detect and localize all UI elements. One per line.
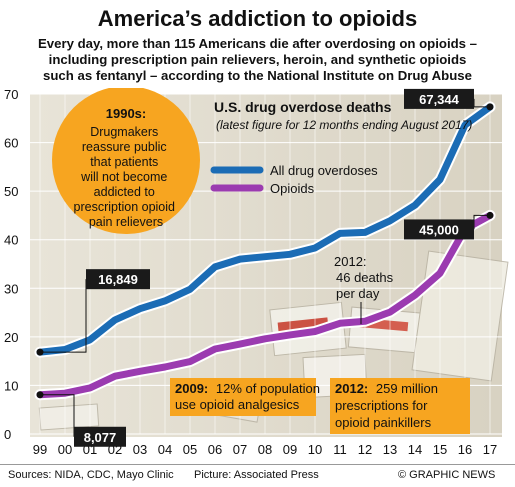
- annotation-1990s-line: addicted to: [94, 185, 155, 199]
- page-subtitle: Every day, more than 115 Americans die a…: [8, 36, 507, 84]
- annotation-2012-line: 2012:: [334, 254, 367, 269]
- x-tick-label: 13: [383, 442, 397, 457]
- annotation-2012-prescriptions: 2012: 259 million prescriptions for opio…: [330, 378, 470, 434]
- x-tick-label: 00: [58, 442, 72, 457]
- x-tick-label: 04: [158, 442, 172, 457]
- subtitle-line: such as fentanyl – according to the Nati…: [43, 68, 472, 83]
- page-title: America’s addiction to opioids: [97, 6, 418, 31]
- chart-subtitle: (latest figure for 12 months ending Augu…: [216, 118, 472, 132]
- annotation-2012-line: 46 deaths: [336, 270, 394, 285]
- x-tick-label: 12: [358, 442, 372, 457]
- x-tick-label: 08: [258, 442, 272, 457]
- annotation-2009-line: 12% of population: [216, 381, 320, 396]
- x-tick-label: 06: [208, 442, 222, 457]
- annotation-1990s-line: that patients: [90, 155, 158, 169]
- annotation-2012-line: per day: [336, 286, 380, 301]
- x-tick-label: 05: [183, 442, 197, 457]
- y-tick-label: 60: [4, 136, 18, 151]
- y-tick-label: 10: [4, 378, 18, 393]
- point-label: 8,077: [84, 430, 117, 445]
- footer: Sources: NIDA, CDC, Mayo Clinic Picture:…: [0, 464, 515, 487]
- x-tick-label: 99: [33, 442, 47, 457]
- legend-label-opioids: Opioids: [270, 181, 315, 196]
- svg-text:2012: 46 deaths: 2012: 46 deaths per day: [334, 254, 397, 301]
- x-tick-label: 10: [308, 442, 322, 457]
- y-tick-label: 20: [4, 330, 18, 345]
- series-line-opioids: [36, 211, 494, 399]
- y-axis: 0 10 20 30 40 50 60 70: [4, 87, 18, 442]
- annotation-1990s-line: pain relievers: [89, 215, 163, 229]
- series-lines: [34, 101, 496, 401]
- x-tick-label: 03: [133, 442, 147, 457]
- chart-title: U.S. drug overdose deaths: [214, 99, 392, 115]
- x-tick-label: 11: [333, 442, 347, 457]
- series-line-all-overdoses: [36, 103, 494, 356]
- svg-text:2009: 12% of populatio: 2009: 12% of population use opioid analg…: [175, 381, 324, 412]
- annotation-2012-deaths: 2012: 46 deaths per day: [334, 254, 397, 324]
- x-tick-label: 14: [408, 442, 422, 457]
- point-labels: 67,344 16,849 8,077 45,000: [36, 88, 494, 447]
- y-tick-label: 40: [4, 233, 18, 248]
- x-tick-label: 16: [458, 442, 472, 457]
- annotation-1990s-line: will not become: [80, 170, 167, 184]
- x-tick-label: 15: [433, 442, 447, 457]
- point-label: 67,344: [419, 92, 460, 107]
- point-label: 45,000: [419, 222, 459, 237]
- x-axis: 99 00 01 02 03 04 05 06 07 08 09 10 11 12 13 14 15 16 17: [33, 442, 497, 457]
- annotation-2009: 2009: 12% of population use opioid analg…: [170, 378, 324, 416]
- annotation-1990s: 1990s: Drugmakers reassure public that p…: [52, 86, 200, 234]
- annotation-2009-line: use opioid analgesics: [175, 397, 300, 412]
- x-tick-label: 07: [233, 442, 247, 457]
- subtitle-line: Every day, more than 115 Americans die a…: [38, 36, 477, 51]
- annotation-1990s-line: Drugmakers: [90, 125, 158, 139]
- point-leader: [40, 394, 75, 437]
- point-leader: [40, 279, 87, 353]
- footer-sources: Sources: NIDA, CDC, Mayo Clinic: [8, 469, 174, 481]
- annotation-2012b-line: prescriptions for: [335, 398, 428, 413]
- y-tick-label: 0: [4, 427, 11, 442]
- y-tick-label: 50: [4, 184, 18, 199]
- point-label: 16,849: [98, 272, 138, 287]
- x-tick-label: 09: [283, 442, 297, 457]
- point-label-box: [404, 219, 474, 240]
- chart-subtitle-text: (latest figure for 12 months ending Augu…: [216, 118, 472, 132]
- x-tick-label: 17: [483, 442, 497, 457]
- point-label-box: [74, 426, 126, 447]
- chart-area: 0 10 20 30 40 50 60 70 99 00 01 02 03 04 05 06 07 08 09 10…: [0, 86, 515, 464]
- annotation-2012b-head: 2012:: [335, 381, 368, 396]
- annotation-1990s-line: prescription opioid: [74, 200, 175, 214]
- y-tick-label: 30: [4, 281, 18, 296]
- annotation-1990s-head: 1990s:: [106, 106, 146, 121]
- point-label-box: [404, 88, 474, 109]
- annotation-2012b-line: opioid painkillers: [335, 415, 432, 430]
- svg-text:Drugmakers reassure pu: Drugmakers reassure public that patients…: [74, 125, 179, 229]
- subtitle-line: including prescription pain relievers, h…: [48, 52, 467, 67]
- point-label-box: [86, 269, 150, 290]
- footer-picture: Picture: Associated Press: [194, 469, 319, 481]
- footer-credit: © GRAPHIC NEWS: [398, 469, 496, 481]
- annotation-1990s-line: reassure public: [82, 140, 167, 154]
- y-tick-label: 70: [4, 88, 18, 102]
- annotation-2012b-line: 259 million: [376, 381, 438, 396]
- svg-text:2012: 259 million: 2012: 259 million prescriptions for opio…: [335, 381, 442, 430]
- annotation-2009-head: 2009:: [175, 381, 208, 396]
- legend-label-all: All drug overdoses: [270, 163, 378, 178]
